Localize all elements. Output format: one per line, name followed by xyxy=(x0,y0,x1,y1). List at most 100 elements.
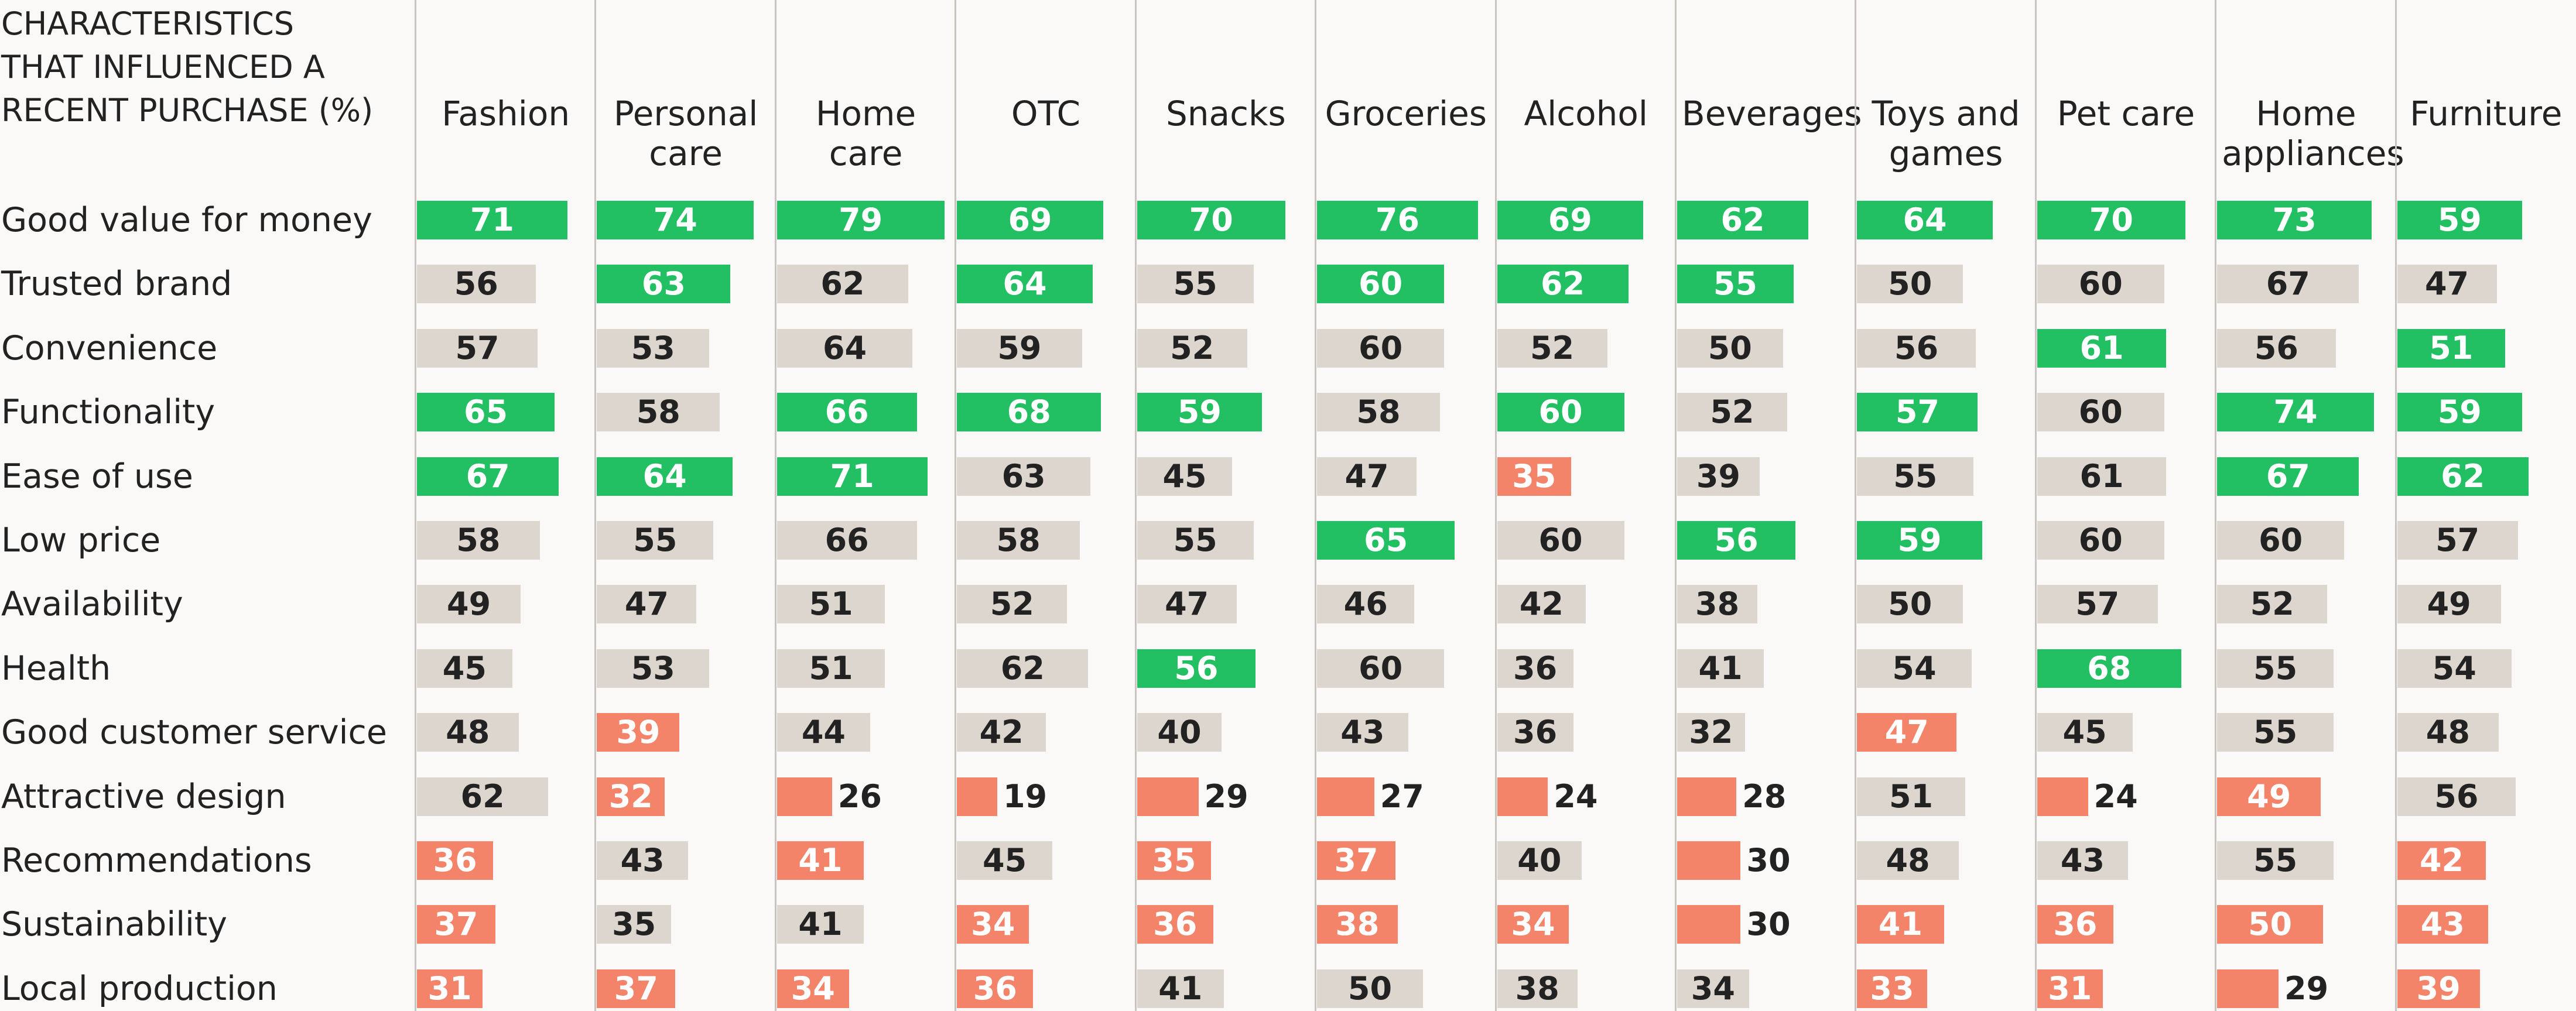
bar xyxy=(776,393,917,432)
value-label: 43 xyxy=(2060,842,2105,879)
value-label: 62 xyxy=(460,777,505,815)
bar xyxy=(1677,841,1741,880)
value-label: 62 xyxy=(820,265,865,303)
row-label: Low price xyxy=(1,521,161,560)
value-label: 47 xyxy=(2424,265,2469,303)
value-label: 39 xyxy=(616,714,661,751)
bar xyxy=(2037,328,2167,368)
bar xyxy=(957,585,1068,624)
value-label: 36 xyxy=(1513,714,1558,751)
bar xyxy=(1857,457,1974,496)
bar xyxy=(1137,969,1224,1008)
bar xyxy=(417,521,540,560)
column-header: Home care xyxy=(815,94,916,173)
bar xyxy=(2037,777,2088,816)
bar xyxy=(776,841,864,880)
bar xyxy=(1857,841,1959,880)
row-label: Good value for money xyxy=(1,201,372,239)
bar xyxy=(1317,521,1455,560)
bar xyxy=(1857,265,1963,304)
value-label: 37 xyxy=(434,906,478,943)
bar xyxy=(1137,328,1247,368)
value-label: 59 xyxy=(1177,393,1222,431)
bar xyxy=(957,521,1080,560)
value-label: 60 xyxy=(1538,522,1583,558)
column-separator xyxy=(2034,0,2037,1011)
bar xyxy=(597,585,697,624)
value-label: 52 xyxy=(1530,329,1575,366)
value-label: 34 xyxy=(1511,906,1555,943)
value-label: 60 xyxy=(2078,393,2123,431)
bar xyxy=(2037,841,2129,880)
value-label: 62 xyxy=(1541,265,1585,303)
bar xyxy=(2037,713,2133,752)
bar xyxy=(2217,969,2279,1008)
value-label: 52 xyxy=(990,585,1034,623)
bar xyxy=(1857,777,1965,816)
value-label: 55 xyxy=(2253,714,2298,751)
value-label: 63 xyxy=(1001,457,1046,495)
bar xyxy=(597,905,671,944)
value-label: 56 xyxy=(1174,649,1219,687)
value-label: 32 xyxy=(608,777,653,815)
value-label: 64 xyxy=(642,457,687,495)
bar xyxy=(776,521,917,560)
value-label: 56 xyxy=(454,265,498,303)
bar xyxy=(417,905,495,944)
value-label: 45 xyxy=(442,649,487,687)
bar xyxy=(1317,265,1445,304)
value-label: 52 xyxy=(2250,585,2294,623)
bar xyxy=(597,521,714,560)
bar xyxy=(1677,201,1809,239)
value-label: 37 xyxy=(1334,842,1378,879)
bar xyxy=(957,201,1103,239)
value-label: 40 xyxy=(1157,714,1202,751)
bar xyxy=(2037,265,2164,304)
column-header: Fashion xyxy=(442,94,570,133)
value-label: 45 xyxy=(1162,457,1207,495)
value-label: 35 xyxy=(1152,842,1196,879)
bar xyxy=(957,393,1101,432)
value-label: 58 xyxy=(1356,393,1401,431)
value-label: 64 xyxy=(822,329,867,366)
bar xyxy=(1497,905,1569,944)
value-label: 55 xyxy=(1173,265,1217,303)
value-label: 50 xyxy=(1347,969,1393,1007)
value-label: 71 xyxy=(830,457,874,495)
bar xyxy=(2397,841,2486,880)
value-label: 56 xyxy=(1894,329,1939,366)
value-label: 55 xyxy=(1893,457,1938,495)
value-label: 35 xyxy=(1512,457,1556,495)
bar xyxy=(2217,585,2328,624)
bar xyxy=(776,905,864,944)
value-label: 69 xyxy=(1008,201,1052,238)
chart-title: CHARACTERISTICS THAT INFLUENCED A RECENT… xyxy=(1,5,374,129)
value-label: 42 xyxy=(979,714,1024,751)
bar xyxy=(1857,585,1963,624)
value-label: 43 xyxy=(1340,714,1385,751)
value-label: 65 xyxy=(1364,522,1408,558)
value-label: 36 xyxy=(2053,906,2098,943)
bar xyxy=(417,265,536,304)
value-label: 59 xyxy=(997,329,1042,366)
value-label: 24 xyxy=(2093,777,2138,815)
bar xyxy=(2037,969,2103,1008)
row-label: Recommendations xyxy=(1,841,312,880)
row-label: Convenience xyxy=(1,328,218,368)
bar xyxy=(957,328,1082,368)
value-label: 55 xyxy=(2253,842,2298,879)
bar xyxy=(1317,969,1423,1008)
row-label: Local production xyxy=(1,969,278,1008)
row-label: Availability xyxy=(1,585,183,624)
row-label: Attractive design xyxy=(1,777,286,816)
bar xyxy=(1497,521,1624,560)
bar xyxy=(1497,457,1572,496)
value-label: 51 xyxy=(809,649,853,687)
column-separator xyxy=(415,0,416,1011)
bar xyxy=(1317,649,1445,688)
value-label: 52 xyxy=(1710,393,1754,431)
value-label: 41 xyxy=(798,842,843,879)
value-label: 42 xyxy=(1519,585,1564,623)
value-label: 66 xyxy=(825,393,869,431)
bar xyxy=(1857,328,1976,368)
